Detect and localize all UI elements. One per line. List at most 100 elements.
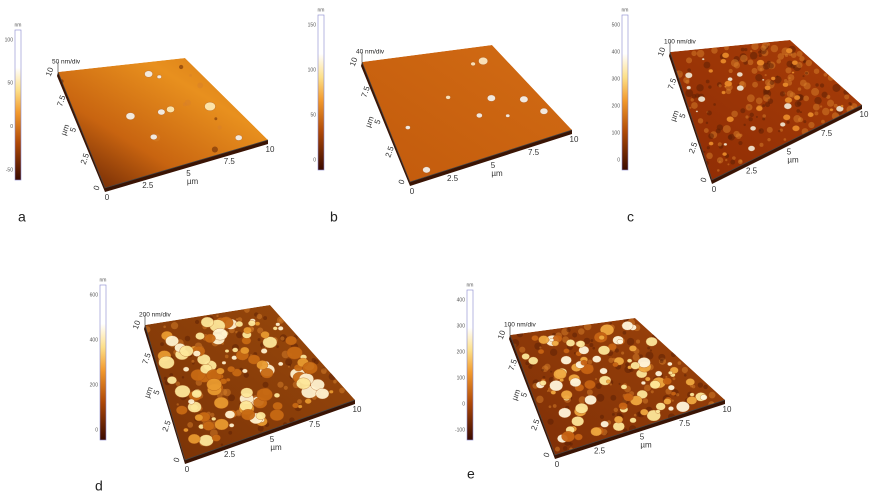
texture xyxy=(733,131,739,137)
afm-panel: nm5004003002001000100 nm/div02.557.510µm… xyxy=(612,7,869,224)
texture xyxy=(827,100,834,107)
texture xyxy=(691,102,698,109)
x-tick-label: 2.5 xyxy=(142,181,154,190)
texture xyxy=(759,143,763,147)
scale-label: 50 nm/div xyxy=(52,59,81,66)
texture xyxy=(160,342,164,346)
grain xyxy=(240,347,249,354)
grain xyxy=(599,335,605,340)
grain xyxy=(554,369,567,379)
texture xyxy=(824,73,828,77)
grain xyxy=(727,116,734,122)
grain xyxy=(205,102,216,111)
grain xyxy=(255,322,260,326)
texture xyxy=(762,114,766,118)
colorbar-tick: 150 xyxy=(308,22,317,28)
grain xyxy=(576,340,585,347)
grain xyxy=(686,378,695,385)
colorbar-tick: 0 xyxy=(617,157,620,163)
grain xyxy=(405,126,410,130)
texture xyxy=(822,108,830,116)
texture xyxy=(187,422,193,428)
grain xyxy=(627,359,632,363)
texture xyxy=(703,151,705,153)
texture xyxy=(731,59,739,67)
grain xyxy=(645,377,650,381)
grain xyxy=(748,146,755,152)
grain xyxy=(193,351,201,357)
texture xyxy=(333,380,337,384)
texture xyxy=(517,331,523,337)
texture xyxy=(543,376,546,379)
grain xyxy=(273,402,283,410)
panel-label: c xyxy=(627,209,634,225)
texture xyxy=(182,376,184,378)
texture xyxy=(534,343,541,350)
texture xyxy=(647,347,650,350)
grain xyxy=(668,385,675,390)
grain xyxy=(696,110,698,112)
colorbar-tick: 50 xyxy=(7,81,13,87)
texture xyxy=(771,45,778,52)
texture xyxy=(704,128,709,133)
texture xyxy=(596,394,604,402)
texture xyxy=(719,84,722,87)
texture xyxy=(756,116,758,118)
texture xyxy=(796,109,800,113)
x-unit: µm xyxy=(187,177,199,186)
texture xyxy=(570,443,573,446)
texture xyxy=(549,405,552,408)
grain xyxy=(242,369,247,373)
colorbar-unit: nm xyxy=(318,7,325,13)
y-tick-label: 10 xyxy=(131,319,143,331)
texture xyxy=(684,374,687,377)
grain xyxy=(256,412,266,420)
grain xyxy=(786,48,793,53)
grain xyxy=(722,152,727,156)
x-tick-label: 0 xyxy=(185,465,190,474)
texture xyxy=(578,328,585,335)
texture xyxy=(572,333,577,338)
texture xyxy=(288,366,290,368)
grain xyxy=(698,96,705,102)
texture xyxy=(844,94,849,99)
texture xyxy=(697,50,705,58)
texture xyxy=(832,84,840,92)
texture xyxy=(263,316,267,320)
texture xyxy=(550,349,557,356)
grain xyxy=(808,112,814,117)
grain xyxy=(702,58,705,60)
texture xyxy=(280,336,284,340)
texture xyxy=(717,124,723,130)
texture xyxy=(185,336,191,342)
grain xyxy=(158,109,165,115)
grain xyxy=(641,381,645,385)
x-tick-label: 10 xyxy=(723,405,732,414)
texture xyxy=(765,74,767,76)
y-tick-label: 10 xyxy=(348,56,360,68)
grain xyxy=(532,335,539,340)
grain xyxy=(591,427,602,436)
y-unit: µm xyxy=(142,385,154,399)
grain xyxy=(841,105,844,107)
texture xyxy=(756,97,763,104)
texture xyxy=(210,413,214,417)
grain xyxy=(686,86,690,90)
grain xyxy=(506,114,510,117)
texture xyxy=(588,360,593,365)
grain xyxy=(606,380,610,383)
grain xyxy=(584,380,595,389)
colorbar xyxy=(622,15,628,170)
texture xyxy=(197,83,203,89)
grain xyxy=(273,327,278,331)
grain xyxy=(685,72,692,78)
grain xyxy=(655,371,662,377)
y-tick-label: 7.5 xyxy=(666,77,678,91)
texture xyxy=(762,118,765,121)
colorbar xyxy=(100,285,106,440)
grain xyxy=(765,85,771,90)
y-unit: µm xyxy=(510,388,522,402)
x-tick-label: 7.5 xyxy=(224,157,236,166)
texture xyxy=(263,382,269,388)
grain xyxy=(724,143,727,146)
